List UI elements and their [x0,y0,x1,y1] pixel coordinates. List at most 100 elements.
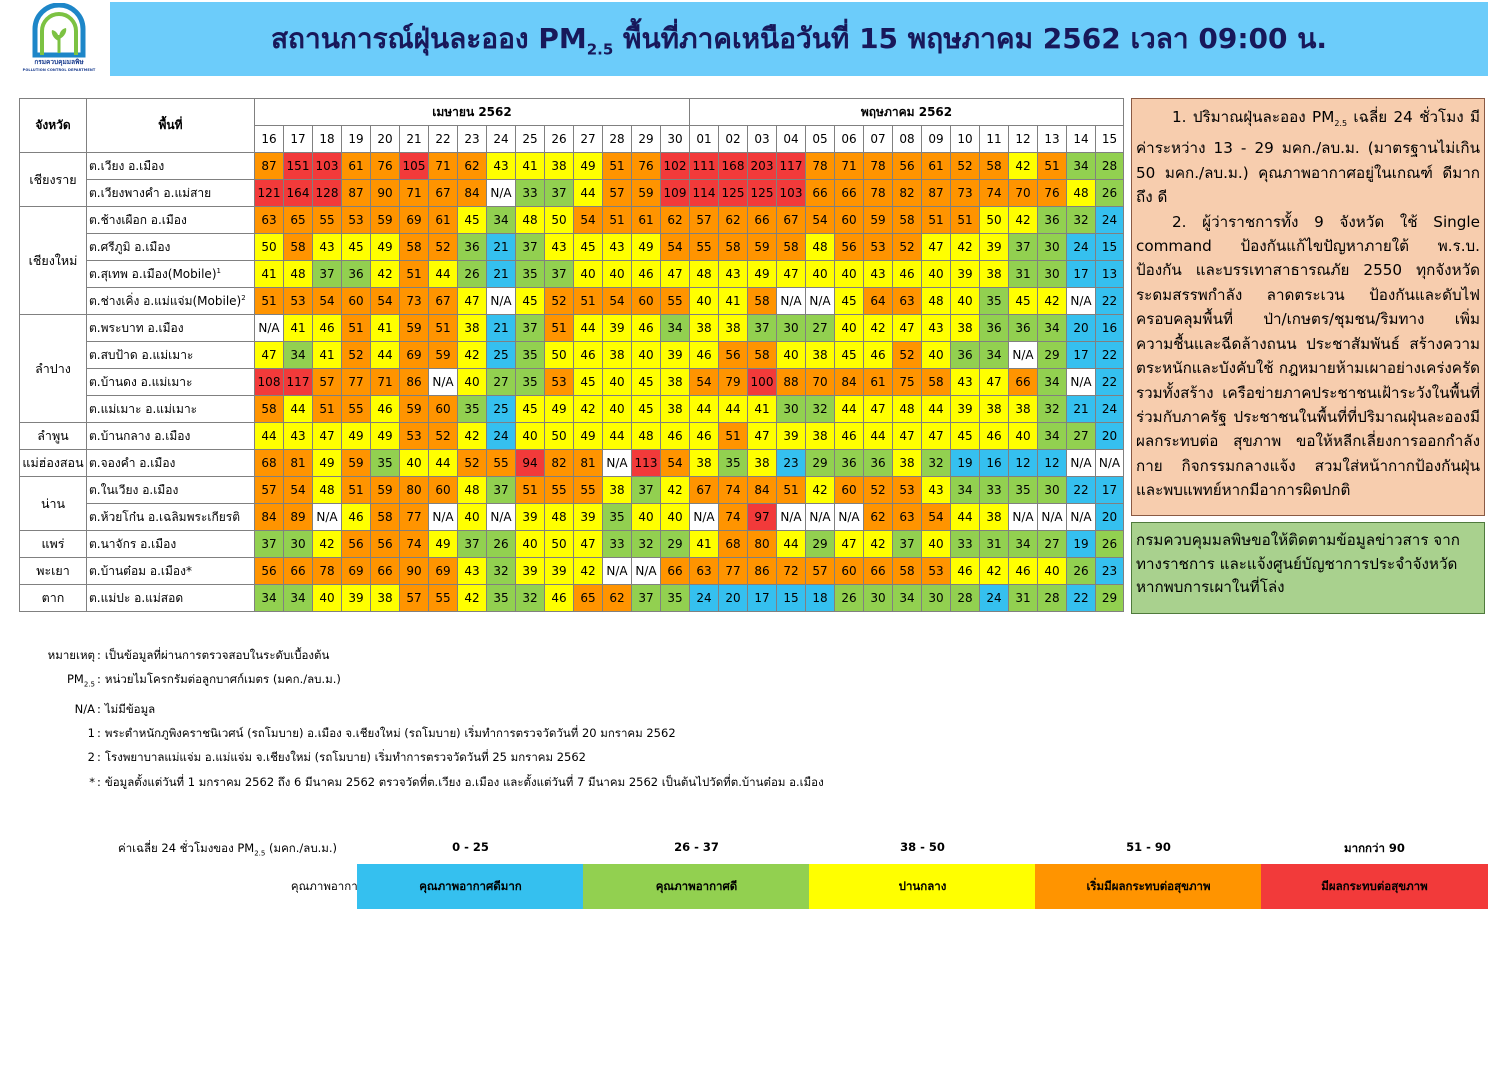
value-cell: 12 [1008,449,1038,477]
value-cell: 58 [892,557,922,585]
value-cell: 29 [1095,584,1124,612]
value-cell: 59 [631,179,661,207]
value-cell: 29 [1037,341,1067,369]
value-cell: 40 [602,260,632,288]
value-cell: 89 [283,503,313,531]
value-cell: 86 [747,557,777,585]
value-cell: 41 [283,314,313,342]
value-cell: 46 [631,314,661,342]
value-cell: 39 [776,422,806,450]
value-cell: 31 [979,530,1009,558]
value-cell: 50 [254,233,284,261]
value-cell: 42 [573,557,603,585]
value-cell: 76 [1037,179,1067,207]
value-cell: 69 [399,341,429,369]
footnote-star-text: ข้อมูลตั้งแต่วันที่ 1 มกราคม 2562 ถึง 6 … [104,774,824,789]
value-cell: 47 [892,422,922,450]
value-cell: N/A [254,314,284,342]
footnote-star-key: * [89,774,95,789]
value-cell: 40 [602,395,632,423]
value-cell: 50 [979,206,1009,234]
footnote-sep: : [97,701,101,716]
value-cell: 38 [689,449,719,477]
value-cell: 39 [602,314,632,342]
value-cell: 49 [544,395,574,423]
value-cell: 50 [544,341,574,369]
value-cell: 60 [428,395,458,423]
value-cell: 41 [747,395,777,423]
value-cell: 61 [341,152,371,180]
value-cell: 56 [254,557,284,585]
area-name: ต.ในเวียง อ.เมือง [89,482,179,497]
value-cell: 42 [979,557,1009,585]
province-cell: เชียงใหม่ [19,206,87,315]
area-cell: ต.ช่างเคิ่ง อ.แม่แจ่ม(Mobile)2 [86,287,255,315]
value-cell: 44 [428,260,458,288]
title-bar: สถานการณ์ฝุ่นละออง PM2.5 พื้นที่ภาคเหนือ… [110,2,1488,76]
value-cell: 27 [1066,422,1096,450]
value-cell: 51 [428,314,458,342]
value-cell: 48 [1066,179,1096,207]
value-cell: 39 [341,584,371,612]
value-cell: 30 [1037,233,1067,261]
legend-avg-post: (มคก./ลบ.ม.) [265,841,337,855]
table-header-row-1: จังหวัด พื้นที่ เมษายน 2562 พฤษภาคม 2562 [19,98,1124,153]
value-cell: 22 [1066,584,1096,612]
value-cell: 45 [1008,287,1038,315]
area-name: ต.ช่างเคิ่ง อ.แม่แจ่ม(Mobile) [89,293,242,308]
value-cell: 48 [921,287,951,315]
value-cell: 30 [1037,476,1067,504]
value-cell: 34 [1037,422,1067,450]
value-cell: 42 [660,476,690,504]
value-cell: 20 [1095,503,1124,531]
value-cell: 55 [544,476,574,504]
legend-swatch: เริ่มมีผลกระทบต่อสุขภาพ [1035,864,1262,909]
value-cell: 78 [312,557,342,585]
day-header: 10 [950,125,980,153]
value-cell: 39 [515,503,545,531]
value-cell: 84 [457,179,487,207]
value-cell: 59 [341,449,371,477]
value-cell: 97 [747,503,777,531]
footnote-na-text: ไม่มีข้อมูล [104,701,156,716]
value-cell: 102 [660,152,690,180]
value-cell: 24 [689,584,719,612]
value-cell: 37 [544,260,574,288]
value-cell: N/A [1066,503,1096,531]
value-cell: 45 [834,287,864,315]
value-cell: 58 [283,233,313,261]
value-cell: N/A [1037,503,1067,531]
value-cell: 30 [1037,260,1067,288]
value-cell: 40 [1037,557,1067,585]
value-cell: 125 [718,179,748,207]
value-cell: 44 [689,395,719,423]
value-cell: 164 [283,179,313,207]
value-cell: 28 [1095,152,1124,180]
value-cell: 84 [834,368,864,396]
value-cell: 38 [1008,395,1038,423]
value-cell: 46 [1008,557,1038,585]
value-cell: 49 [747,260,777,288]
value-cell: 34 [1066,152,1096,180]
value-cell: 60 [631,287,661,315]
value-cell: 25 [486,395,516,423]
area-name: ต.พระบาท อ.เมือง [89,320,184,335]
value-cell: 48 [892,395,922,423]
value-cell: 30 [863,584,893,612]
value-cell: 45 [457,206,487,234]
value-cell: N/A [1066,287,1096,315]
value-cell: 40 [515,530,545,558]
value-cell: 69 [341,557,371,585]
day-header: 14 [1066,125,1096,153]
value-cell: 78 [863,152,893,180]
value-cell: 43 [718,260,748,288]
value-cell: 54 [602,287,632,315]
table-row: ต.แม่เมาะ อ.แม่เมาะ 58 44 51 55 46 59 60 35 25 45 4… [20,395,1124,423]
legend-quality-label: คุณภาพอากาศ [290,879,365,893]
day-header: 13 [1037,125,1067,153]
value-cell: 47 [776,260,806,288]
value-cell: 42 [457,422,487,450]
pcd-logo-icon [32,3,86,58]
value-cell: 38 [602,341,632,369]
value-cell: 48 [805,233,835,261]
